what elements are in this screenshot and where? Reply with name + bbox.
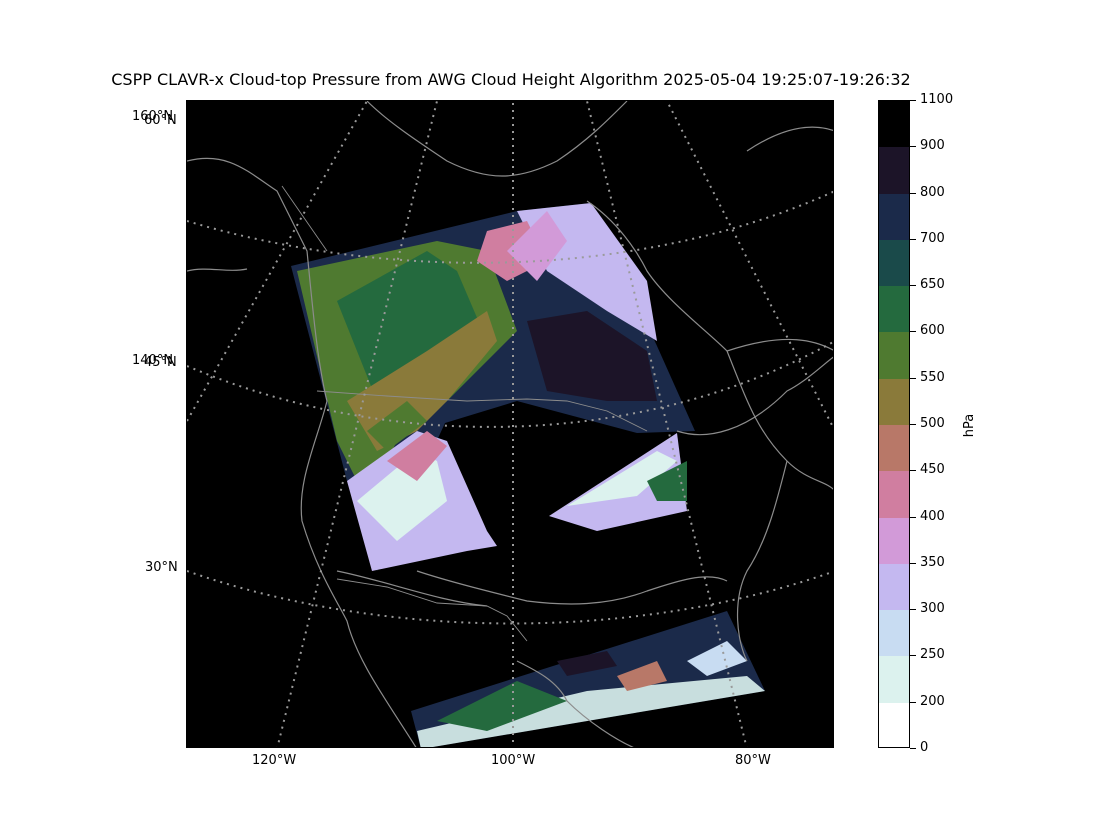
lat-label-160n: 160°N — [132, 109, 174, 124]
colorbar-unit-label: hPa — [962, 413, 978, 438]
colorbar-segment — [879, 471, 909, 519]
lon-label-80w: 80°W — [735, 753, 771, 768]
colorbar-tick-label: 1100 — [920, 92, 954, 107]
colorbar-segment — [879, 332, 909, 380]
coastlines — [187, 101, 833, 747]
lat-label-45n: 45°N — [144, 355, 177, 370]
map-canvas — [187, 101, 833, 747]
lon-label-120w: 120°W — [252, 753, 297, 768]
colorbar-tick — [910, 655, 916, 657]
map-panel — [186, 100, 834, 748]
colorbar-tick-label: 300 — [920, 601, 945, 617]
colorbar-tick — [910, 424, 916, 425]
graticule — [187, 101, 833, 747]
colorbar-tick-label: 800 — [920, 184, 945, 200]
colorbar-tick — [910, 701, 916, 703]
colorbar-tick — [910, 238, 916, 240]
colorbar-tick — [910, 192, 916, 194]
colorbar-segment — [879, 286, 909, 333]
chart-title: CSPP CLAVR-x Cloud-top Pressure from AWG… — [111, 70, 911, 89]
colorbar-tick-label: 0 — [920, 740, 929, 755]
colorbar-tick-label: 900 — [920, 138, 945, 154]
colorbar-tick — [910, 285, 916, 287]
colorbar-tick — [910, 100, 916, 101]
colorbar-segment — [879, 610, 909, 657]
colorbar-tick-label: 350 — [920, 554, 945, 570]
colorbar-segment — [879, 193, 909, 241]
country-borders — [281, 185, 648, 642]
lat-label-140n: 140°N — [132, 353, 174, 368]
colorbar-tick-label: 600 — [920, 323, 945, 339]
colorbar-tick — [910, 331, 916, 333]
lat-label-30n: 30°N — [145, 560, 178, 575]
colorbar-tick-label: 450 — [920, 462, 945, 478]
colorbar-tick-label: 650 — [920, 277, 945, 293]
cloud-swath-gulf — [411, 611, 765, 747]
colorbar-tick-label: 250 — [920, 647, 945, 663]
colorbar-segment — [879, 702, 909, 747]
colorbar-segment — [879, 147, 909, 195]
lon-label-100w: 100°W — [491, 753, 536, 768]
colorbar-tick — [910, 146, 916, 148]
colorbar — [878, 100, 910, 748]
colorbar-segment — [879, 378, 909, 426]
colorbar-tick-label: 700 — [920, 230, 945, 246]
colorbar-segment — [879, 563, 909, 611]
cloud-band-east — [549, 433, 687, 531]
colorbar-segment — [879, 239, 909, 287]
colorbar-tick-label: 400 — [920, 508, 945, 524]
colorbar-tick-label: 500 — [920, 416, 945, 431]
colorbar-tick — [910, 748, 916, 749]
colorbar-tick-label: 550 — [920, 369, 945, 385]
colorbar-tick — [910, 470, 916, 472]
colorbar-segment — [879, 656, 909, 704]
colorbar-segment — [879, 101, 909, 148]
colorbar-tick — [910, 609, 916, 611]
colorbar-tick-label: 200 — [920, 693, 945, 709]
colorbar-segment — [879, 517, 909, 565]
lat-label-60n: 60°N — [144, 113, 177, 128]
colorbar-segment — [879, 425, 909, 472]
colorbar-tick — [910, 516, 916, 518]
colorbar-tick — [910, 377, 916, 379]
colorbar-tick — [910, 562, 916, 564]
cloud-swath-south — [347, 401, 497, 571]
